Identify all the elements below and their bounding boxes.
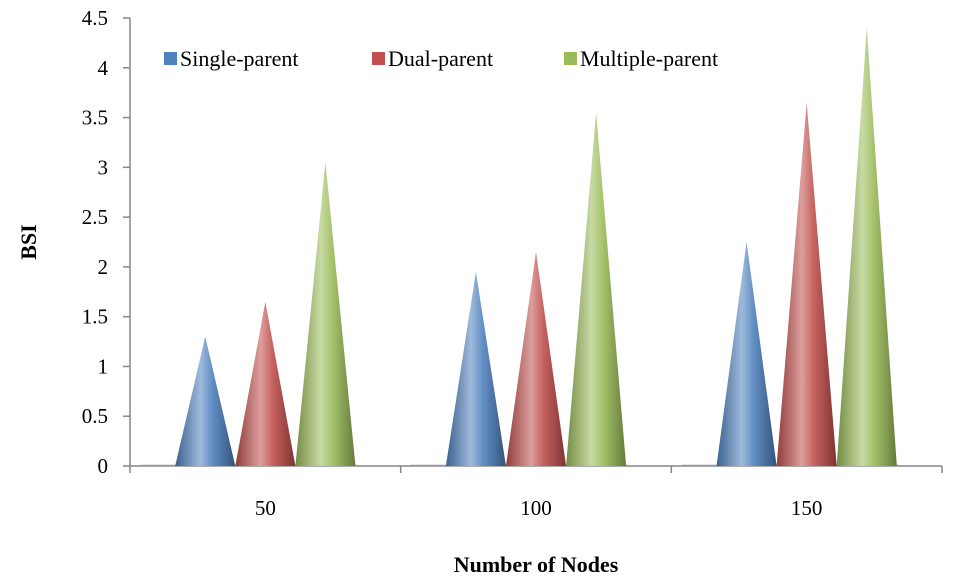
cone-bar: Dual-parent 150: 3.65 bbox=[776, 102, 837, 466]
y-tick-label: 1 bbox=[98, 354, 109, 378]
y-tick-label: 0.5 bbox=[82, 404, 108, 428]
cone-bar: Single-parent 50: 1.3 bbox=[175, 336, 236, 466]
cone-bar: Multiple-parent 150: 4.4 bbox=[836, 27, 897, 466]
y-tick-label: 3 bbox=[98, 155, 109, 179]
legend-swatch bbox=[164, 52, 177, 65]
y-tick-label: 0 bbox=[98, 454, 109, 478]
bar-series-group: Single-parent 50: 1.3Dual-parent 50: 1.6… bbox=[140, 27, 899, 467]
x-tick-label: 100 bbox=[520, 496, 552, 520]
cone-bar: Multiple-parent 50: 3.05 bbox=[295, 162, 356, 466]
x-axis-ticks: 50 100 150 bbox=[129, 466, 943, 520]
legend-label: Multiple-parent bbox=[580, 46, 718, 71]
y-tick-label: 4 bbox=[98, 56, 109, 80]
y-tick-label: 4.5 bbox=[82, 6, 108, 30]
x-tick-label: 50 bbox=[255, 496, 276, 520]
legend-label: Single-parent bbox=[180, 46, 299, 71]
x-tick-label: 150 bbox=[791, 496, 823, 520]
cone-bar: Dual-parent 50: 1.65 bbox=[235, 301, 296, 466]
legend-label: Dual-parent bbox=[388, 46, 493, 71]
cone-bar: Single-parent 150: 2.25 bbox=[716, 242, 777, 466]
y-tick-label: 2.5 bbox=[82, 205, 108, 229]
legend-swatch bbox=[564, 52, 577, 65]
y-tick-label: 2 bbox=[98, 255, 109, 279]
y-tick-label: 3.5 bbox=[82, 106, 108, 130]
y-axis-ticks: 0 0.5 1 1.5 2 2.5 3 3.5 4 4.5 bbox=[82, 6, 130, 478]
x-axis-title: Number of Nodes bbox=[454, 552, 619, 577]
legend: Single-parent Dual-parent Multiple-parent bbox=[164, 46, 718, 71]
legend-swatch bbox=[372, 52, 385, 65]
cone-bar: Dual-parent 100: 2.15 bbox=[505, 251, 567, 466]
y-tick-label: 1.5 bbox=[82, 305, 108, 329]
y-axis-title: BSI bbox=[16, 224, 41, 259]
cone-bar: Multiple-parent 100: 3.55 bbox=[566, 112, 627, 467]
cone-bar: Single-parent 100: 1.95 bbox=[445, 271, 506, 466]
